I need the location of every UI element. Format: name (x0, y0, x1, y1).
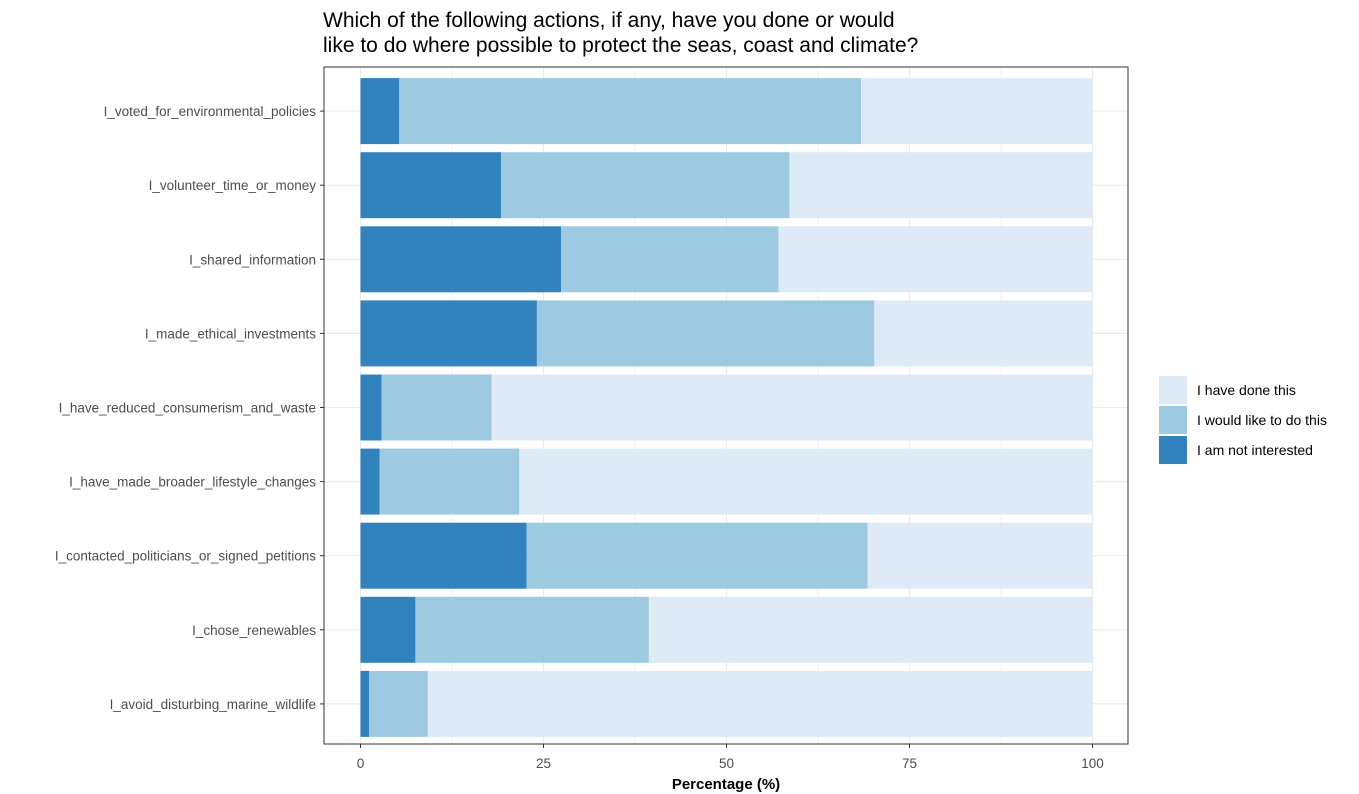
bar-segment (360, 152, 502, 219)
category-label: I_volunteer_time_or_money (149, 178, 317, 193)
bar-segment (369, 670, 428, 737)
bar-segment (415, 596, 649, 663)
bar-segment (360, 374, 382, 441)
x-axis-title: Percentage (%) (672, 776, 780, 793)
bar-segment (379, 448, 520, 515)
bar-segment (360, 448, 380, 515)
category-label: I_made_ethical_investments (145, 326, 316, 341)
chart-title-line-1: Which of the following actions, if any, … (323, 9, 895, 32)
legend-swatch (1159, 436, 1187, 464)
category-label: I_have_reduced_consumerism_and_waste (59, 401, 316, 416)
x-tick-label: 100 (1081, 756, 1104, 771)
x-tick-label: 0 (357, 756, 365, 771)
bar-segment (519, 448, 1093, 515)
bar-segment (360, 596, 416, 663)
bar-segment (867, 522, 1093, 589)
bar-segment (360, 226, 562, 293)
bar-segment (561, 226, 779, 293)
bar-segment (360, 300, 537, 367)
legend-label: I would like to do this (1197, 412, 1327, 428)
category-labels: I_voted_for_environmental_policies I_volu… (55, 104, 324, 712)
bar-segment (501, 152, 790, 219)
bar-segment (360, 522, 527, 589)
bar-segment (536, 300, 875, 367)
bar-segment (861, 78, 1093, 145)
legend: I have done this I would like to do this I… (1159, 376, 1327, 464)
bar-segment (874, 300, 1093, 367)
category-label: I_avoid_disturbing_marine_wildlife (110, 697, 316, 712)
chart-title-line-2: like to do where possible to protect the… (323, 34, 919, 57)
legend-swatch (1159, 406, 1187, 434)
bar-segment (360, 78, 400, 145)
bar-segment (526, 522, 868, 589)
legend-swatch (1159, 376, 1187, 404)
category-label: I_shared_information (189, 252, 316, 267)
x-tick-label: 25 (536, 756, 551, 771)
category-label: I_chose_renewables (192, 623, 316, 638)
category-label: I_voted_for_environmental_policies (104, 104, 317, 119)
bar-segment (399, 78, 862, 145)
bar-segment (381, 374, 492, 441)
category-label: I_contacted_politicians_or_signed_petiti… (55, 549, 316, 564)
bar-segment (648, 596, 1093, 663)
x-tick-label: 75 (902, 756, 917, 771)
bar-segment (491, 374, 1093, 441)
legend-label: I am not interested (1197, 442, 1313, 458)
bar-segment (778, 226, 1093, 293)
chart-title: Which of the following actions, if any, … (323, 8, 1123, 58)
legend-label: I have done this (1197, 382, 1296, 398)
bar-segment (789, 152, 1093, 219)
category-label: I_have_made_broader_lifestyle_changes (69, 475, 316, 490)
bars (360, 78, 1093, 737)
x-tick-label: 50 (719, 756, 734, 771)
bar-segment (360, 670, 370, 737)
x-axis-ticks: 0 25 50 75 100 (357, 744, 1104, 771)
bar-segment (427, 670, 1093, 737)
